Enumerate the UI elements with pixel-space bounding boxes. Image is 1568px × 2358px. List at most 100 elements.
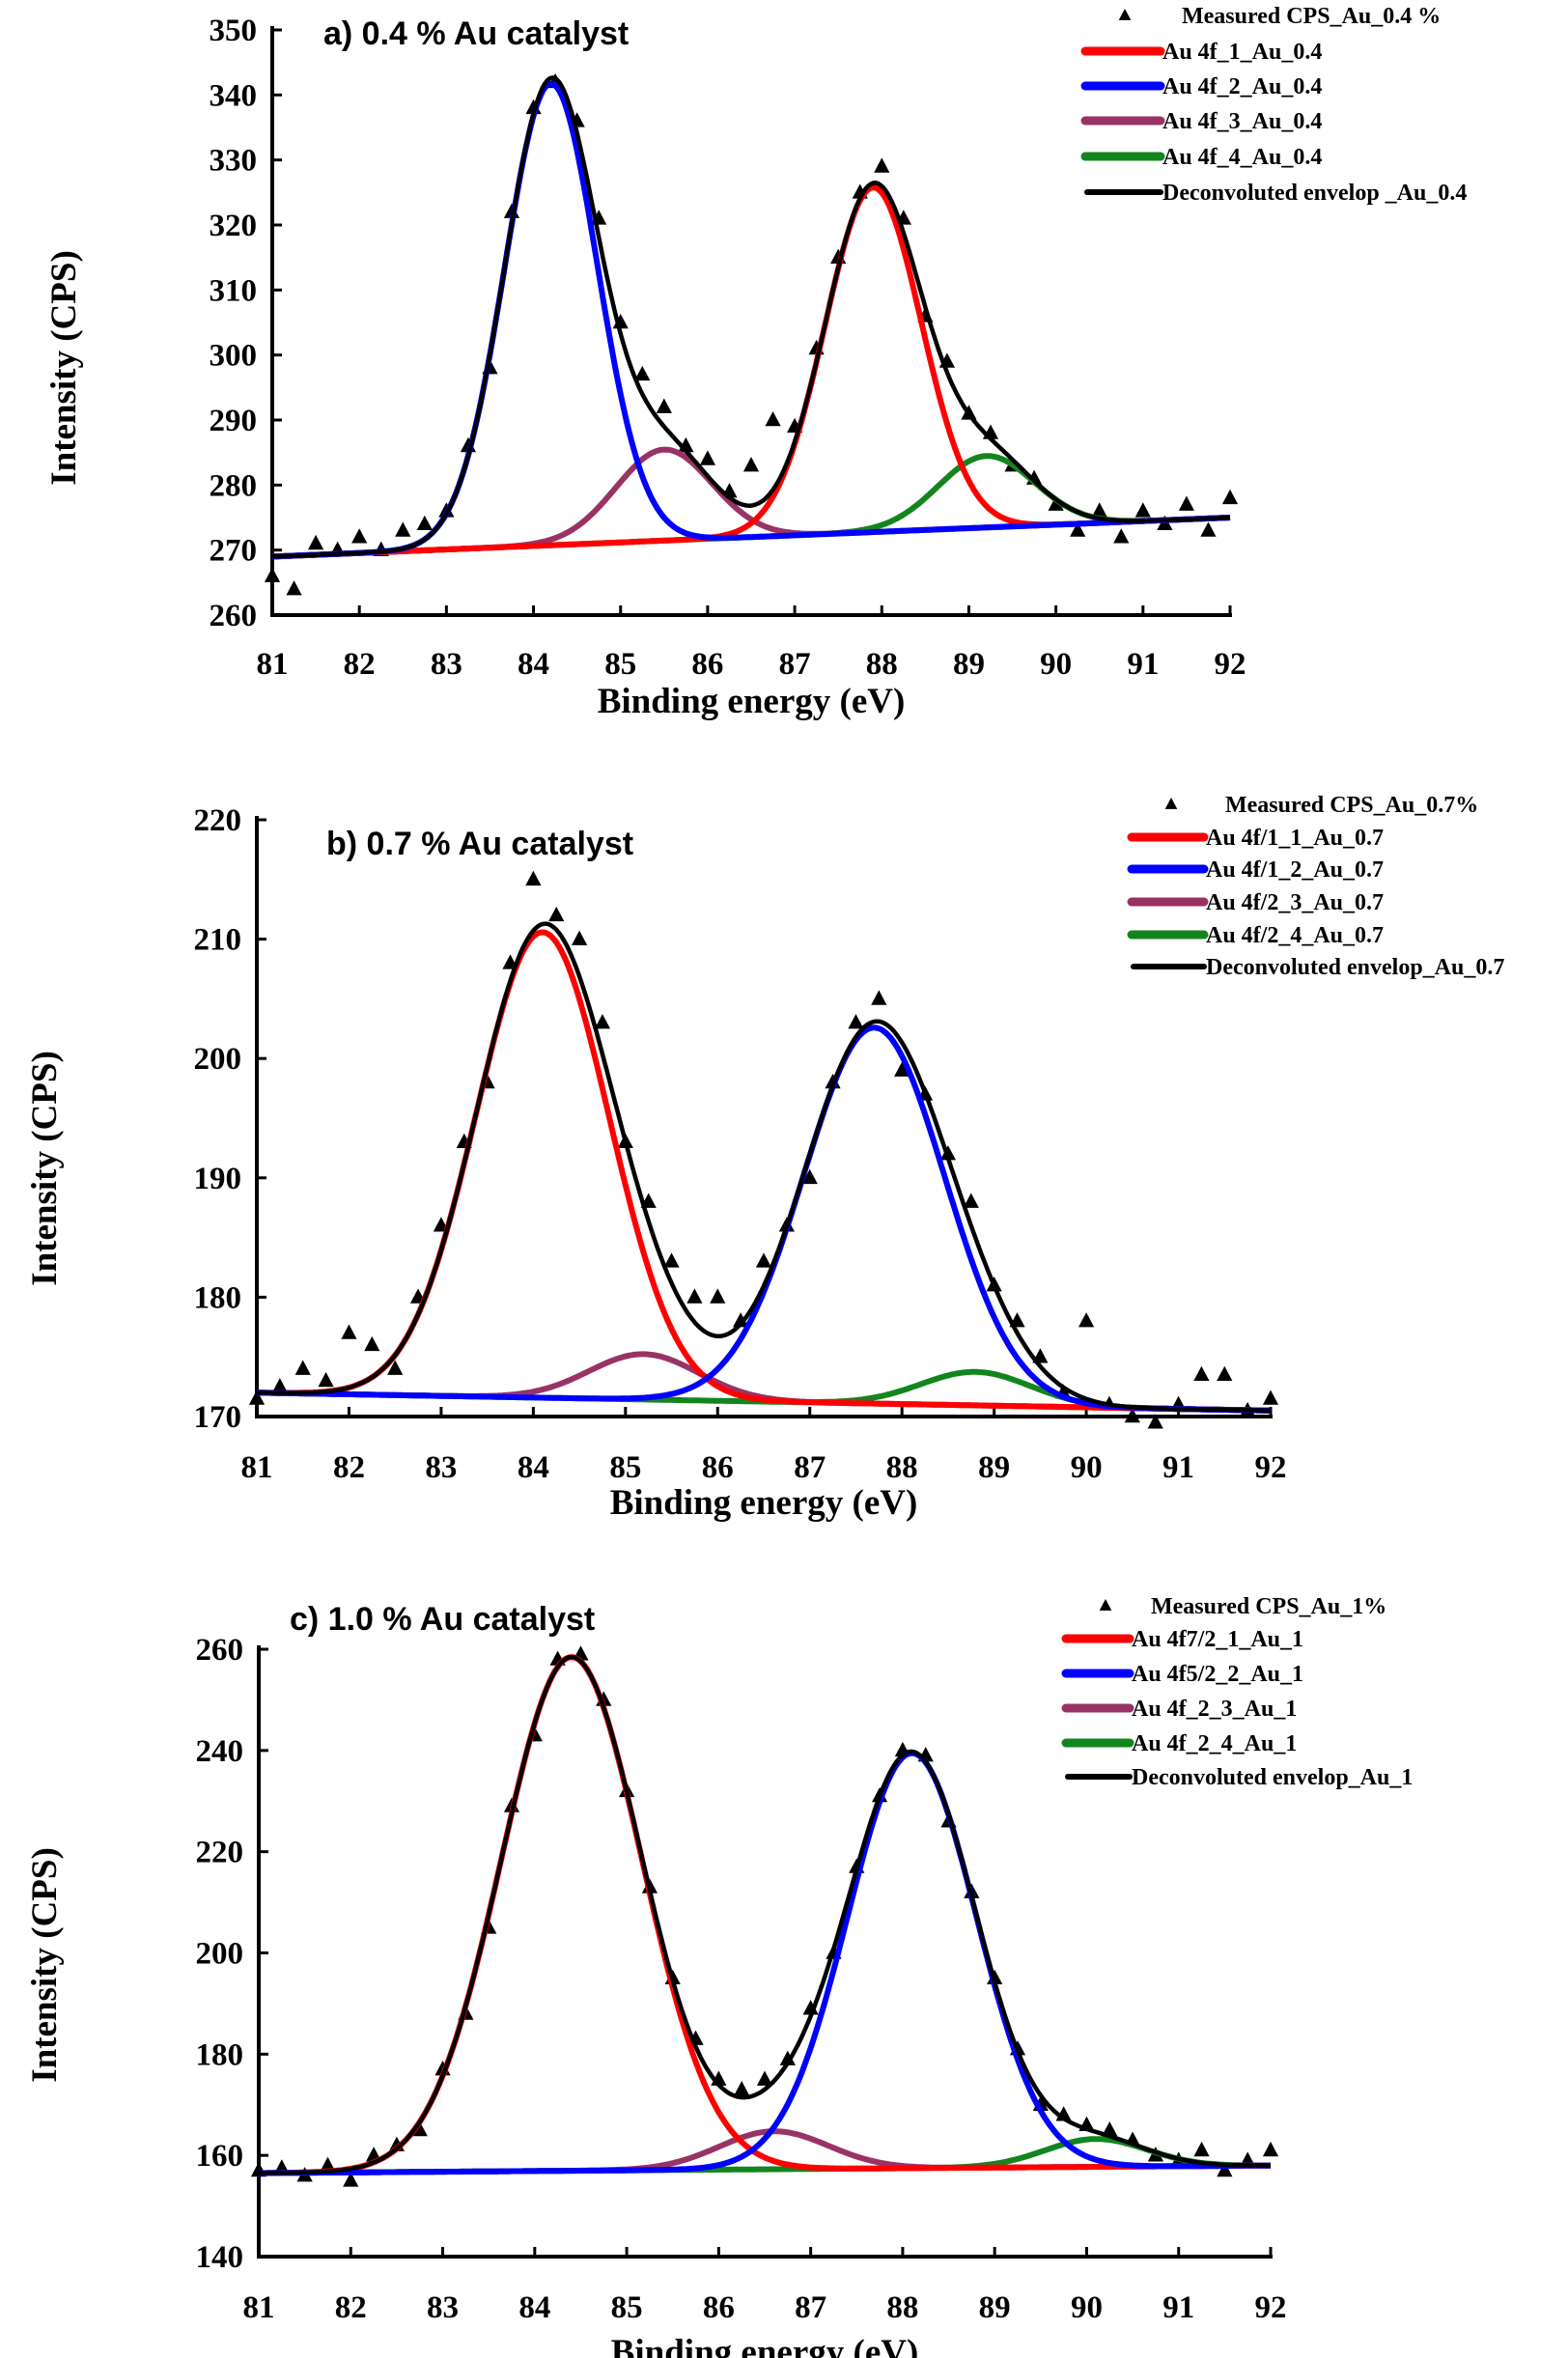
measured-point [525,870,542,886]
measured-point [320,2156,336,2172]
legend-label: Deconvoluted envelop_Au_1 [1132,1765,1413,1790]
x-tick-label: 86 [703,2290,735,2325]
y-tick-label: 280 [210,468,258,503]
y-tick-label: 350 [210,14,258,48]
measured-point [686,1288,703,1304]
measured-point [755,1252,772,1268]
measured-point [734,2081,750,2096]
legend-label: Au 4f/1_2_Au_0.7 [1206,857,1384,883]
measured-point [1124,1408,1140,1423]
y-tick-label: 140 [196,2240,244,2275]
measured-point [548,906,565,922]
measured-point [364,1335,380,1352]
measured-point [1113,528,1130,544]
measured-point [656,398,672,413]
measured-point [1178,495,1195,511]
x-tick-label: 88 [866,647,898,682]
x-tick-label: 89 [979,2290,1011,2325]
x-tick-label: 84 [518,1450,549,1485]
x-tick-label: 88 [886,1450,918,1485]
measured-point [710,1288,726,1304]
measured-point [871,990,887,1005]
legend: Measured CPS_Au_0.7% Au 4f/1_1_Au_0.7 Au 4… [1127,793,1504,980]
legend-label: Au 4f_4_Au_0.4 [1162,145,1322,170]
measured-point [248,1390,266,1405]
legend-label: Au 4f5/2_2_Au_1 [1132,1662,1303,1687]
x-tick-label: 85 [611,2290,643,2325]
measured-point [1091,502,1107,518]
envelope-curve [256,921,1271,1414]
measured-point [699,450,716,465]
legend: Measured CPS_Au_0.4 % Au 4f_1_Au_0.4 Au 4f… [1080,4,1467,206]
measured-point [387,1360,404,1375]
x-tick-label: 81 [241,1450,273,1485]
y-axis-label: Intensity (CPS) [44,250,84,486]
component-curve-1 [259,1654,1271,2176]
x-tick-label: 91 [1162,2290,1194,2325]
x-tick-label: 81 [243,2290,275,2325]
measured-point [1217,1365,1233,1382]
y-tick-label: 310 [210,273,258,308]
x-tick-label: 92 [1255,2290,1287,2325]
measured-point [1193,1365,1210,1382]
legend-label: Deconvoluted envelop_Au_0.7 [1206,955,1504,980]
measured-point [848,1014,864,1029]
legend-marker-triangle [1164,798,1178,809]
measured-point [1193,2141,1210,2157]
legend-marker-triangle [1118,9,1132,20]
y-tick-label: 330 [210,144,258,179]
measured-point [779,2050,796,2065]
x-tick-label: 87 [794,1450,826,1485]
x-tick-label: 91 [1127,647,1159,682]
y-tick-label: 260 [196,1633,244,1668]
envelope-curve [271,75,1231,559]
measured-point [341,1324,357,1339]
measured-point [1262,1390,1279,1405]
x-tick-label: 86 [702,1450,734,1485]
x-tick-label: 92 [1215,647,1246,682]
component-curve-1 [256,929,1271,1414]
measured-point [756,2070,773,2086]
y-tick-label: 200 [196,1937,244,1972]
legend-label: Measured CPS_Au_1% [1151,1594,1386,1619]
y-tick-label: 160 [196,2139,244,2174]
measured-point [571,930,588,945]
x-tick-label: 84 [518,2290,550,2325]
x-tick-label: 82 [335,2290,367,2325]
x-tick-label: 84 [518,647,549,682]
x-tick-label: 88 [886,2290,918,2325]
legend-label: Au 4f/2_4_Au_0.7 [1206,923,1384,948]
measured-point [733,1312,749,1328]
x-tick-label: 90 [1071,1450,1103,1485]
chart-panel-c: 140 160 180 200 220 240 260 81 82 83 84 85 86 87 88 89 9… [25,1594,1413,2358]
chart-panel-b: 170 180 190 200 210 220 81 82 83 84 85 86 87 88 89 90 91… [25,793,1504,1523]
measured-point [1078,1312,1095,1328]
x-tick-label: 83 [425,1450,457,1485]
measured-point [307,534,324,550]
measured-point [318,1371,334,1388]
measured-point [742,457,760,472]
x-tick-label: 83 [427,2290,459,2325]
legend-label: Au 4f_2_Au_0.4 [1162,74,1322,99]
y-tick-label: 260 [210,599,258,633]
x-tick-label: 89 [978,1450,1010,1485]
x-axis-label: Binding energy (eV) [610,1483,918,1523]
x-axis-label: Binding energy (eV) [611,2333,919,2358]
legend: Measured CPS_Au_1% Au 4f7/2_1_Au_1 Au 4f5/… [1061,1594,1413,1790]
measured-point [1147,1414,1163,1429]
measured-point [1048,495,1064,511]
x-tick-label: 92 [1255,1450,1287,1485]
measured-point [894,1061,910,1077]
y-axis-label: Intensity (CPS) [25,1051,65,1286]
y-tick-label: 290 [210,404,258,438]
y-axis-label: Intensity (CPS) [25,1847,65,2083]
legend-label: Au 4f_2_4_Au_1 [1132,1731,1297,1756]
measured-point [271,1378,288,1393]
measured-point [286,580,302,596]
measured-point [1200,521,1217,537]
measured-point [351,528,368,544]
panel-title: a) 0.4 % Au catalyst [323,15,629,52]
measured-point [634,365,651,381]
measured-point [294,1360,311,1375]
